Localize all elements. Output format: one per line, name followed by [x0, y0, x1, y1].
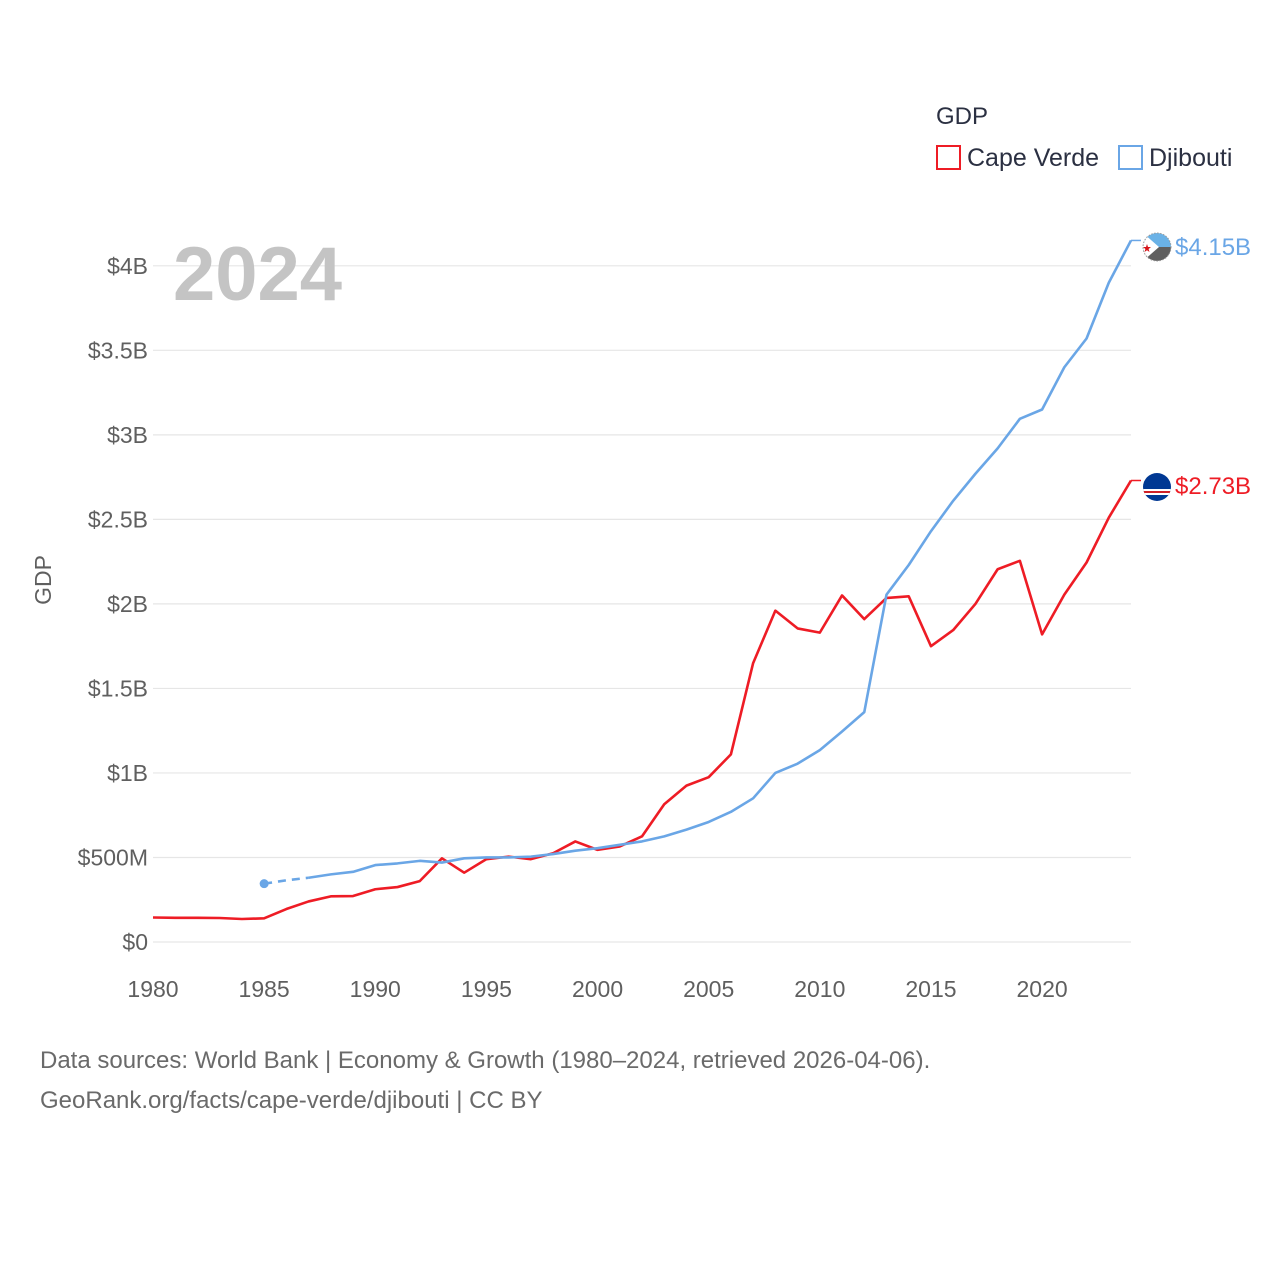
- x-tick-label: 1990: [350, 976, 401, 1002]
- x-tick-label: 1985: [239, 976, 290, 1002]
- y-tick-label: $2.5B: [88, 506, 148, 532]
- y-tick-label: $1B: [107, 760, 148, 786]
- legend: GDP Cape Verde Djibouti: [936, 103, 1232, 172]
- legend-item-cape-verde[interactable]: Cape Verde: [936, 144, 1099, 172]
- y-tick-label: $3.5B: [88, 337, 148, 363]
- series-line-cape-verde: [152, 479, 1133, 921]
- y-tick-label: $2B: [107, 591, 148, 617]
- series-line-djibouti: [308, 239, 1133, 880]
- y-axis-ticks: $0 $500M $1B $1.5B $2B $2.5B $3B $3.5B $4B: [78, 253, 148, 955]
- x-tick-label: 2010: [794, 976, 845, 1002]
- series-line-dashed-djibouti: [263, 876, 309, 885]
- legend-swatch-djibouti: [1118, 145, 1143, 170]
- series-djibouti: [259, 239, 1141, 889]
- series-lines: [152, 239, 1141, 921]
- y-tick-label: $3B: [107, 422, 148, 448]
- y-tick-label: $1.5B: [88, 675, 148, 701]
- x-tick-label: 2000: [572, 976, 623, 1002]
- x-tick-label: 1995: [461, 976, 512, 1002]
- x-tick-label: 2020: [1017, 976, 1068, 1002]
- x-tick-label: 2015: [905, 976, 956, 1002]
- series-cape-verde: [152, 479, 1141, 921]
- end-value-cape-verde: $2.73B: [1175, 473, 1251, 500]
- series-start-point-djibouti: [259, 879, 269, 889]
- djibouti-flag-icon: [1142, 232, 1172, 262]
- x-axis-ticks: 1980 1985 1990 1995 2000 2005 2010 2015 2020: [127, 976, 1067, 1002]
- legend-item-djibouti[interactable]: Djibouti: [1118, 144, 1232, 172]
- source-line-2[interactable]: GeoRank.org/facts/cape-verde/djibouti | …: [40, 1087, 542, 1114]
- y-tick-label: $500M: [78, 844, 148, 870]
- legend-swatch-cape-verde: [936, 145, 961, 170]
- source-line-1: Data sources: World Bank | Economy & Gro…: [40, 1047, 930, 1074]
- gridlines: [153, 265, 1131, 943]
- legend-label-djibouti: Djibouti: [1149, 144, 1232, 172]
- y-axis-title: GDP: [30, 555, 56, 605]
- legend-label-cape-verde: Cape Verde: [967, 144, 1099, 172]
- year-watermark: 2024: [173, 232, 342, 317]
- cape-verde-flag-icon: [1143, 473, 1171, 501]
- y-tick-label: $0: [122, 929, 148, 955]
- x-tick-label: 2005: [683, 976, 734, 1002]
- x-tick-label: 1980: [127, 976, 178, 1002]
- y-tick-label: $4B: [107, 253, 148, 279]
- end-value-djibouti: $4.15B: [1175, 234, 1251, 261]
- legend-title: GDP: [936, 103, 988, 130]
